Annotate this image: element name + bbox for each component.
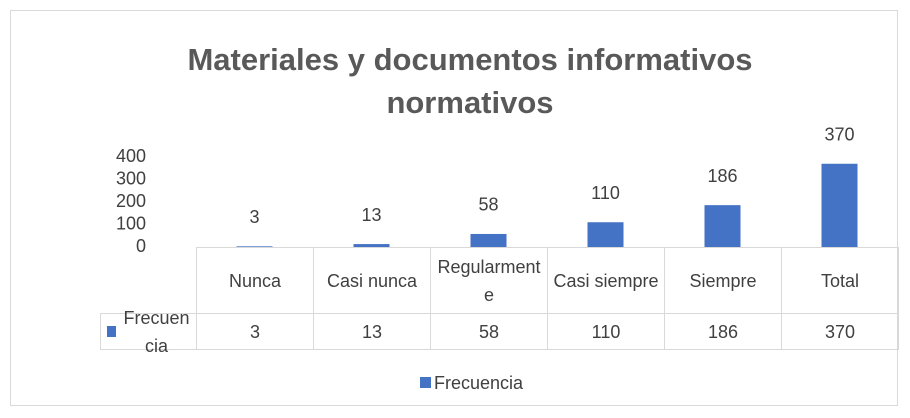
data-label: 110 bbox=[591, 183, 620, 203]
data-label: 13 bbox=[361, 205, 381, 225]
table-value: 13 bbox=[313, 313, 431, 350]
data-label: 186 bbox=[707, 166, 737, 186]
bar bbox=[587, 222, 624, 247]
legend-label: Frecuencia bbox=[123, 307, 190, 356]
y-tick-label: 200 bbox=[116, 191, 146, 211]
table-category: Nunca bbox=[196, 247, 314, 314]
y-tick-label: 0 bbox=[136, 236, 146, 256]
legend-key bbox=[420, 377, 431, 388]
y-tick-label: 400 bbox=[116, 146, 146, 166]
bar bbox=[821, 163, 858, 247]
table-value: 3 bbox=[196, 313, 314, 350]
table-value: 58 bbox=[430, 313, 548, 350]
bar bbox=[470, 233, 507, 247]
chart-title: Materiales y documentos informativos nor… bbox=[187, 42, 753, 120]
table-category: Regularmente bbox=[430, 247, 548, 314]
table-category: Casi siempre bbox=[547, 247, 665, 314]
bar bbox=[236, 246, 273, 247]
table-value: 110 bbox=[547, 313, 665, 350]
y-tick-label: 100 bbox=[116, 213, 146, 233]
chart-frame bbox=[10, 10, 898, 406]
legend-label: Frecuencia bbox=[434, 373, 524, 393]
table-category: Casi nunca bbox=[313, 247, 431, 314]
table-category: Total bbox=[781, 247, 899, 314]
data-label: 3 bbox=[249, 207, 259, 227]
table-value: 186 bbox=[664, 313, 782, 350]
bar bbox=[704, 205, 741, 247]
legend-key bbox=[107, 326, 117, 337]
table-value: 370 bbox=[781, 313, 899, 350]
data-label: 58 bbox=[478, 195, 498, 215]
data-label: 370 bbox=[824, 125, 854, 145]
table-category: Siempre bbox=[664, 247, 782, 314]
bar bbox=[353, 244, 390, 247]
table-legend-cell: Frecuencia bbox=[100, 308, 197, 356]
y-tick-label: 300 bbox=[116, 168, 146, 188]
